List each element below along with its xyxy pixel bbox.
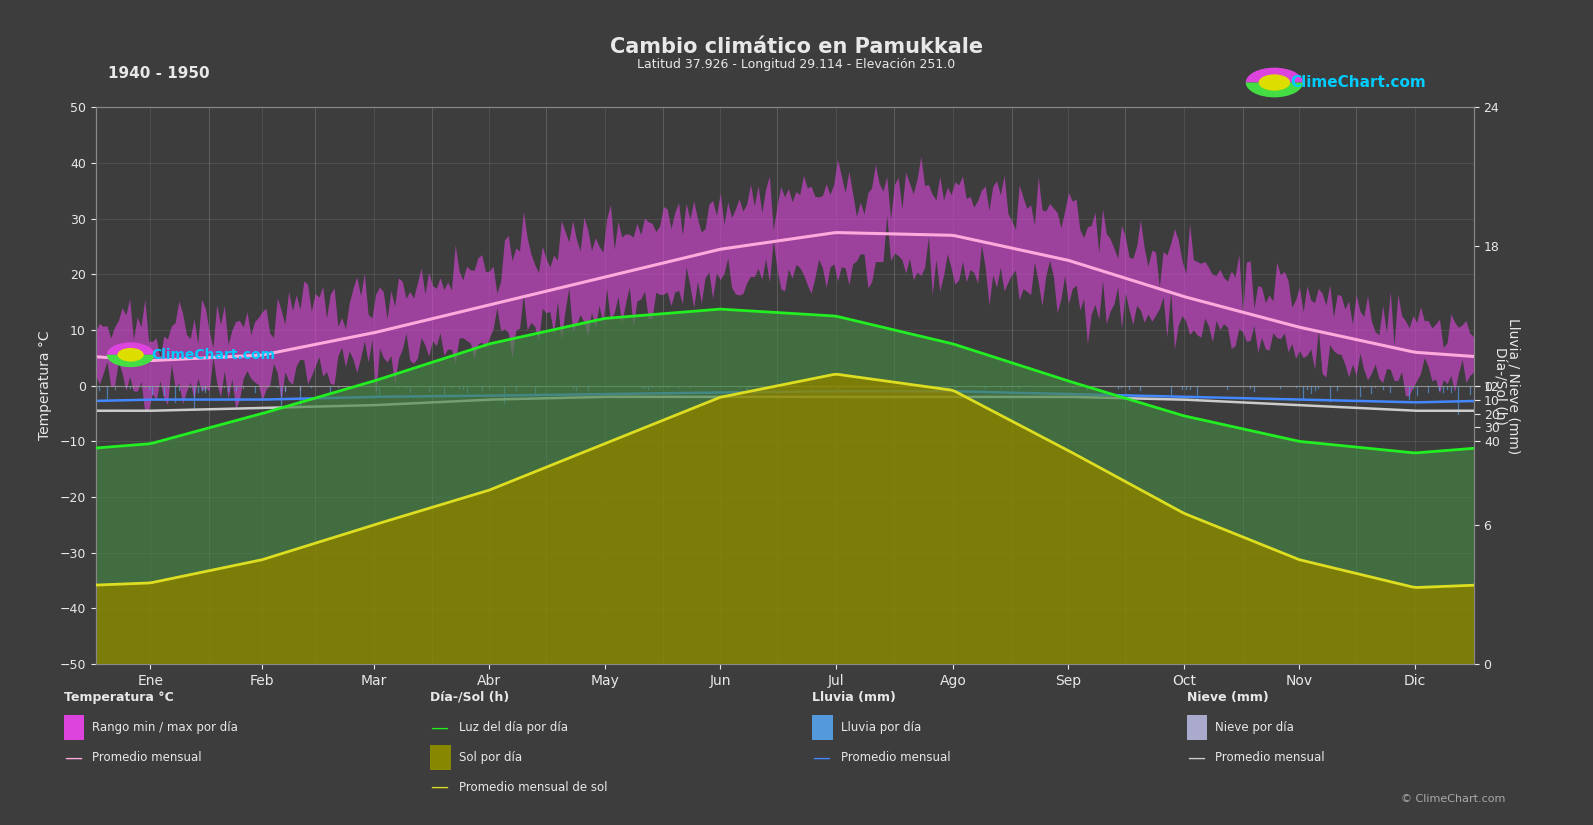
Text: Promedio mensual: Promedio mensual <box>841 751 951 764</box>
Text: Cambio climático en Pamukkale: Cambio climático en Pamukkale <box>610 37 983 57</box>
Text: Temperatura °C: Temperatura °C <box>64 691 174 704</box>
Text: Latitud 37.926 - Longitud 29.114 - Elevación 251.0: Latitud 37.926 - Longitud 29.114 - Eleva… <box>637 58 956 71</box>
Text: 1940 - 1950: 1940 - 1950 <box>108 66 210 81</box>
Text: ClimeChart.com: ClimeChart.com <box>151 348 276 361</box>
Text: —: — <box>430 778 448 796</box>
Text: Promedio mensual: Promedio mensual <box>92 751 202 764</box>
Y-axis label: Día-/Sol (h): Día-/Sol (h) <box>1493 346 1505 425</box>
Text: —: — <box>64 748 81 766</box>
Y-axis label: Temperatura °C: Temperatura °C <box>38 331 53 441</box>
Text: Promedio mensual de sol: Promedio mensual de sol <box>459 780 607 794</box>
Text: Lluvia por día: Lluvia por día <box>841 721 921 734</box>
Text: Nieve (mm): Nieve (mm) <box>1187 691 1268 704</box>
Text: —: — <box>1187 748 1204 766</box>
Text: © ClimeChart.com: © ClimeChart.com <box>1400 794 1505 804</box>
Text: Rango min / max por día: Rango min / max por día <box>92 721 239 734</box>
Text: ClimeChart.com: ClimeChart.com <box>1290 75 1426 90</box>
Text: Luz del día por día: Luz del día por día <box>459 721 567 734</box>
Text: Sol por día: Sol por día <box>459 751 523 764</box>
Text: Nieve por día: Nieve por día <box>1215 721 1295 734</box>
Text: —: — <box>812 748 830 766</box>
Text: Día-/Sol (h): Día-/Sol (h) <box>430 691 510 704</box>
Y-axis label: Lluvia / Nieve (mm): Lluvia / Nieve (mm) <box>1507 318 1521 454</box>
Text: Promedio mensual: Promedio mensual <box>1215 751 1325 764</box>
Text: —: — <box>430 719 448 737</box>
Text: Lluvia (mm): Lluvia (mm) <box>812 691 897 704</box>
